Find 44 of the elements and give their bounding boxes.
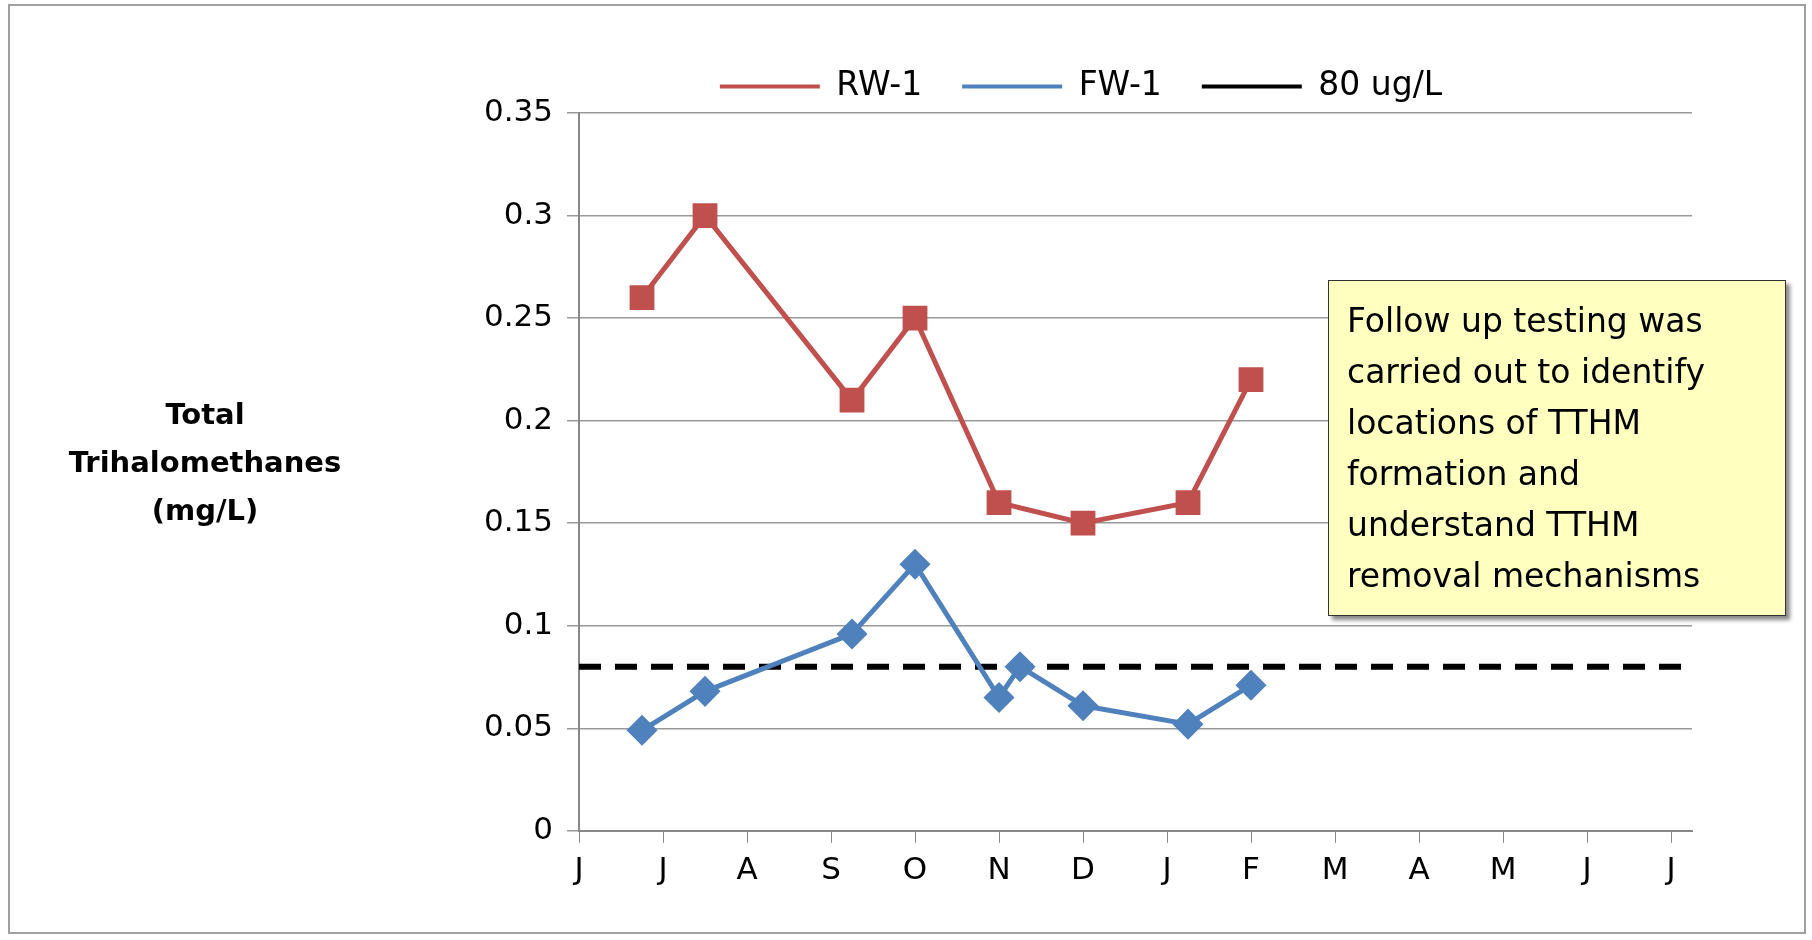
point (1238, 367, 1264, 393)
x-tick-label: J (572, 850, 584, 887)
point (1070, 510, 1096, 536)
y-tick-label: 0.35 (483, 92, 554, 129)
point (1005, 652, 1035, 682)
point (902, 305, 928, 331)
x-tick-label: F (1242, 850, 1260, 887)
point (839, 387, 865, 413)
x-tick-label: A (736, 850, 758, 887)
y-tick-label: 0.3 (503, 194, 554, 231)
x-tick-label: S (821, 850, 841, 887)
point (984, 682, 1014, 712)
y-tick-label: 0.05 (483, 707, 554, 744)
x-tick-label: D (1071, 850, 1095, 887)
y-axis-title: Total Trihalomethanes (mg/L) (67, 396, 343, 529)
legend-label: 80 ug/L (1318, 64, 1443, 104)
legend-label: FW-1 (1078, 64, 1162, 104)
y-tick-label: 0.1 (503, 604, 554, 641)
y-tick-label: 0 (533, 809, 554, 846)
x-tick-label: A (1408, 850, 1430, 887)
point (627, 715, 657, 745)
y-tick-label: 0.15 (483, 502, 554, 539)
x-tick-label: M (1489, 850, 1517, 887)
legend-label: RW-1 (836, 64, 923, 104)
x-tick-label: J (1580, 850, 1592, 887)
point (1173, 709, 1203, 739)
point (1175, 490, 1201, 516)
x-tick-label: J (656, 850, 668, 887)
y-tick-label: 0.25 (483, 297, 554, 334)
point (629, 285, 655, 310)
x-tick-label: J (1160, 850, 1172, 887)
point (986, 490, 1012, 516)
point (690, 676, 720, 706)
point (692, 203, 718, 228)
x-tick-label: N (987, 850, 1011, 887)
point (1068, 691, 1098, 721)
x-tick-label: J (1664, 850, 1676, 887)
point (837, 619, 867, 649)
x-tick-label: O (902, 850, 928, 887)
point (1236, 670, 1266, 700)
x-tick-label: M (1321, 850, 1349, 887)
annotation: Follow up testing was carried out to identify locations of TTHM formation and understand TTHM removal mechanisms (1328, 280, 1786, 616)
y-tick-label: 0.2 (503, 399, 554, 436)
point (900, 549, 930, 579)
